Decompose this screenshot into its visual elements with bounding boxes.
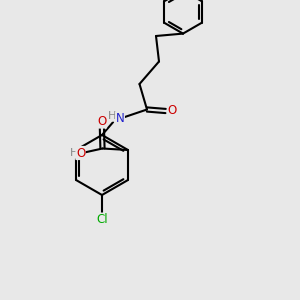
Text: O: O xyxy=(168,104,177,118)
Text: O: O xyxy=(97,115,106,128)
Text: Cl: Cl xyxy=(96,213,108,226)
Text: H: H xyxy=(108,111,116,121)
Text: O: O xyxy=(76,146,85,160)
Text: H: H xyxy=(69,148,78,158)
Text: N: N xyxy=(116,112,124,125)
